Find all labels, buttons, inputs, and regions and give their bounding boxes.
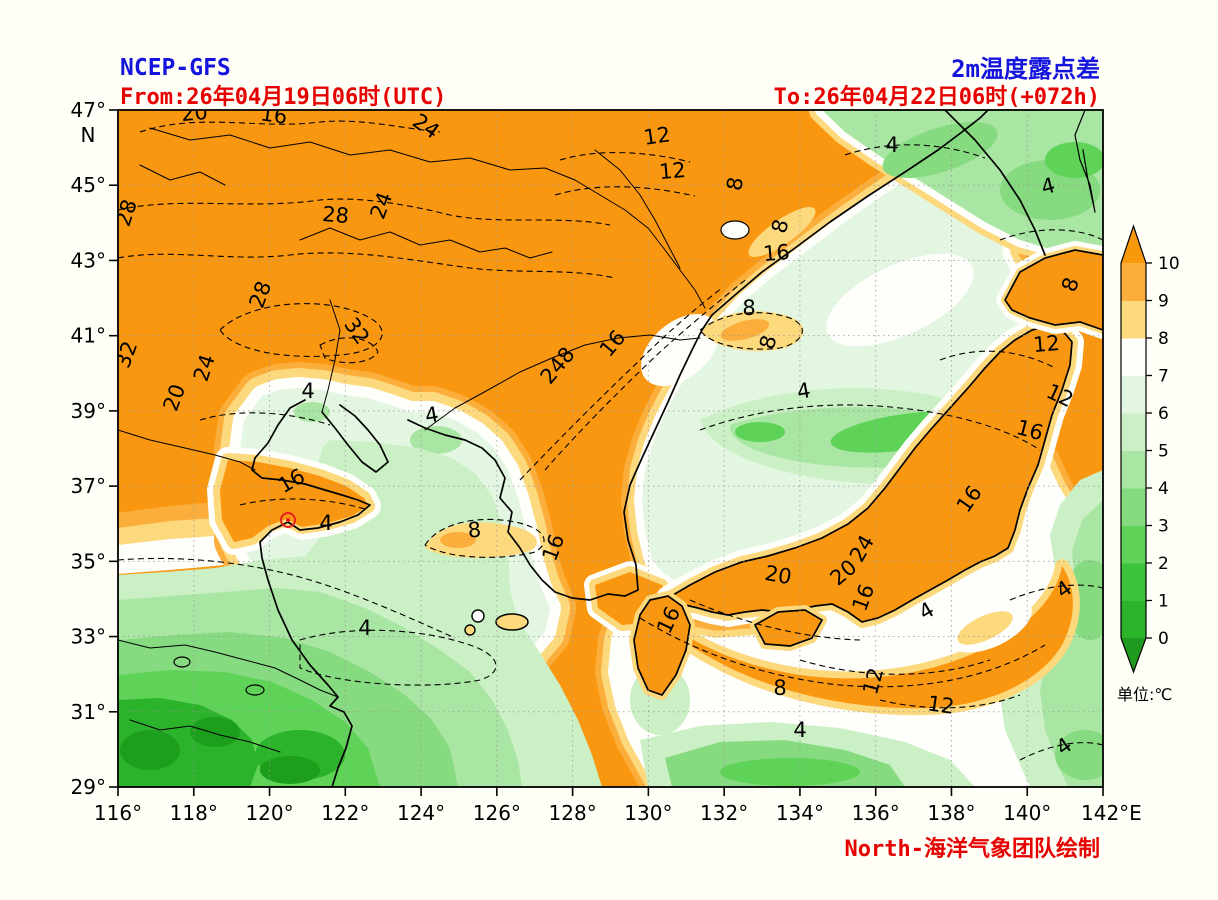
colorbar-segment — [1121, 300, 1146, 339]
y-axis: 47°N 45° 43° 41° 39° 37° 35° 33° 31° 29° — [71, 98, 118, 799]
contour-label: 12 — [642, 122, 672, 149]
from-datetime: From:26年04月19日06时(UTC) — [120, 84, 446, 110]
x-tick-label: 134° — [776, 801, 824, 825]
x-tick-label: 120° — [245, 801, 293, 825]
y-tick-label: 39° — [71, 399, 106, 423]
contour-label: 12 — [926, 691, 956, 718]
y-tick-label: 43° — [71, 248, 106, 272]
red-circle-marker-dot — [286, 518, 290, 522]
contour-label: 4 — [319, 511, 332, 535]
contour-label: 8 — [773, 676, 786, 700]
x-tick-label: 116° — [94, 801, 142, 825]
x-tick-label: 118° — [170, 801, 218, 825]
red-circle-marker — [280, 512, 296, 528]
station-marker — [280, 512, 296, 528]
x-tick-label: 130° — [624, 801, 672, 825]
y-tick-label: 45° — [71, 173, 106, 197]
variable-title: 2m温度露点差 — [951, 55, 1100, 83]
colorbar-segment — [1121, 450, 1146, 489]
colorbar-segment — [1121, 413, 1146, 451]
colorbar-tick-label: 1 — [1158, 592, 1169, 612]
credit-text: North-海洋气象团队绘制 — [845, 836, 1100, 862]
colorbar-under-arrow — [1121, 638, 1146, 672]
colorbar-tick-label: 3 — [1158, 517, 1169, 537]
x-tick-label: 142°E — [1081, 801, 1142, 825]
plot-border — [117, 109, 1104, 788]
contour-label: 20 — [763, 561, 793, 589]
colorbar-segment — [1121, 375, 1146, 414]
x-tick-label: 126° — [473, 801, 521, 825]
colorbar-unit-label: 单位:℃ — [1117, 685, 1172, 704]
colorbar-segment — [1121, 263, 1146, 301]
y-tick-label: 29° — [71, 775, 106, 799]
y-tick-label: 35° — [71, 549, 106, 573]
contour-label: 4 — [358, 616, 371, 640]
contour-label: 4 — [1039, 173, 1058, 200]
y-tick-label: 37° — [71, 474, 106, 498]
y-tick-label: 33° — [71, 625, 106, 649]
colorbar-segment — [1121, 563, 1146, 601]
contour-label: 4 — [793, 718, 806, 742]
colorbar-segment — [1121, 525, 1146, 564]
colorbar-tick-label: 7 — [1158, 367, 1169, 387]
contour-label: 4 — [795, 378, 812, 404]
contour-label: 4 — [423, 402, 440, 428]
x-tick-label: 128° — [549, 801, 597, 825]
contour-lines — [118, 120, 1103, 761]
x-tick-label: 140° — [1003, 801, 1051, 825]
contour-label: 8 — [467, 517, 482, 542]
coastlines — [118, 110, 1096, 787]
contour-label: 12 — [658, 158, 687, 184]
to-datetime: To:26年04月22日06时(+072h) — [774, 84, 1100, 110]
contour-label: 8 — [767, 217, 794, 236]
contour-label: 16 — [762, 240, 791, 266]
jeju-islands — [464, 609, 529, 636]
contour-label: 20 — [180, 100, 209, 126]
contour-label: 8 — [722, 175, 748, 192]
contour-label: 4 — [301, 379, 314, 403]
colorbar: 0 1 2 3 4 5 6 7 8 9 10 — [1120, 224, 1180, 674]
contour-label: 16 — [259, 101, 289, 128]
colorbar-tick-label: 10 — [1158, 254, 1180, 274]
colorbar-segment — [1121, 338, 1146, 376]
y-tick-label: 41° — [71, 324, 106, 348]
x-axis: 116° 118° 120° 122° 124° 126° 128° 130° 132° 134°… — [94, 787, 1142, 825]
colorbar-tick-label: 2 — [1158, 554, 1169, 574]
contour-label: 28 — [321, 202, 350, 228]
colorbar-tick-label: 8 — [1158, 329, 1169, 349]
colorbar-segment — [1121, 488, 1146, 526]
pacific-orange-comma — [648, 566, 1073, 708]
x-tick-label: 122° — [321, 801, 369, 825]
model-title: NCEP-GFS — [120, 55, 231, 81]
colorbar-tick-label: 6 — [1158, 404, 1169, 424]
contour-label: 4 — [885, 133, 898, 157]
x-tick-label: 124° — [397, 801, 445, 825]
colorbar-segment — [1121, 600, 1146, 639]
northeast-green-region — [822, 110, 1103, 258]
colorbar-tick-label: 9 — [1158, 292, 1169, 312]
x-tick-label: 132° — [700, 801, 748, 825]
contour-label: 8 — [755, 333, 782, 352]
colorbar-over-arrow — [1121, 226, 1146, 263]
contour-label: 28 — [111, 196, 142, 229]
y-axis-direction-label: N — [81, 123, 96, 147]
grid-lines — [118, 110, 1103, 787]
colorbar-tick-label: 0 — [1158, 629, 1169, 649]
y-tick-label: 31° — [71, 700, 106, 724]
y-tick-label: 47° — [71, 98, 106, 122]
colorbar-tick-label: 4 — [1158, 479, 1169, 499]
contour-label: 12 — [1032, 331, 1061, 357]
contour-label: 8 — [742, 296, 755, 320]
x-tick-label: 138° — [927, 801, 975, 825]
x-tick-label: 136° — [852, 801, 900, 825]
colorbar-tick-label: 5 — [1158, 442, 1169, 462]
